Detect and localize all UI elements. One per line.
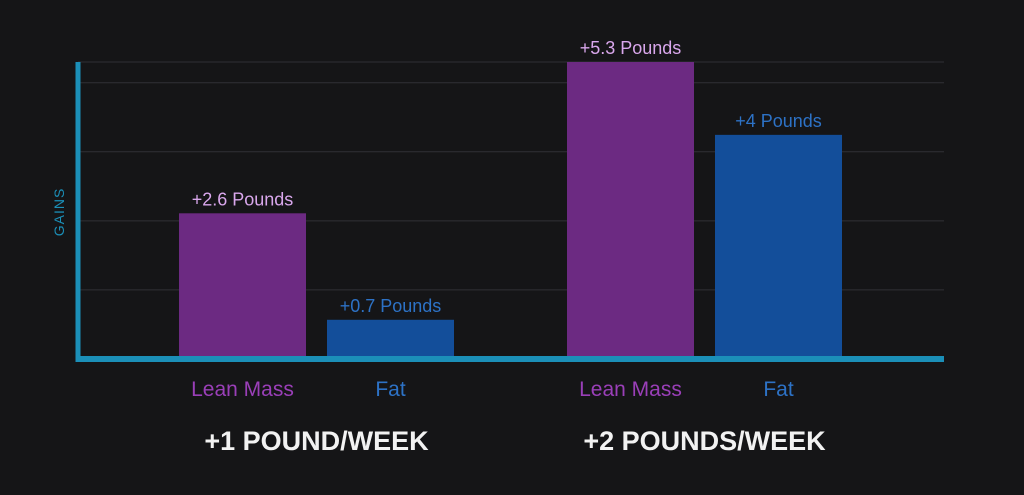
- category-label: Fat: [375, 378, 406, 401]
- bar-2-lean-mass: [567, 62, 694, 359]
- bar-2-fat: [715, 134, 842, 359]
- group-label: +2 POUNDS/WEEK: [583, 426, 826, 456]
- data-label: +0.7 Pounds: [340, 296, 442, 316]
- data-label: +4 Pounds: [735, 111, 822, 131]
- bar-1-fat: [327, 319, 454, 359]
- bars: [179, 62, 842, 359]
- y-axis-label: GAINS: [51, 188, 67, 237]
- category-label: Lean Mass: [579, 378, 682, 401]
- axes: [75, 62, 944, 362]
- data-label: +5.3 Pounds: [580, 38, 682, 58]
- category-label: Lean Mass: [191, 378, 294, 401]
- bar-1-lean-mass: [179, 213, 306, 359]
- group-label: +1 POUND/WEEK: [204, 426, 429, 456]
- category-label: Fat: [763, 378, 794, 401]
- labels: +2.6 Pounds Lean Mass +0.7 Pounds Fat +1 POU…: [191, 38, 826, 456]
- data-label: +2.6 Pounds: [192, 189, 294, 209]
